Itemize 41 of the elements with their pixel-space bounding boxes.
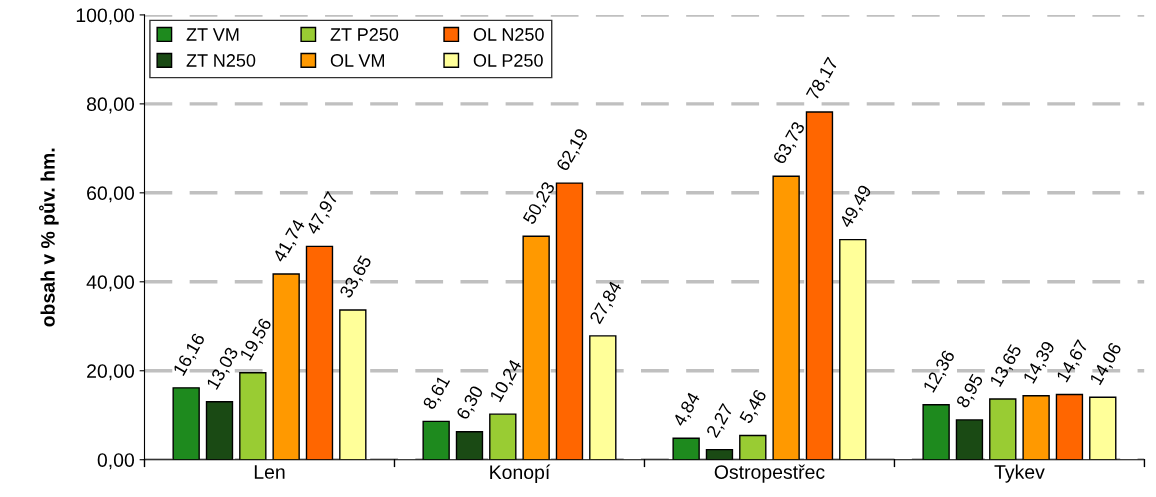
bar xyxy=(989,398,1017,460)
legend-label: OL P250 xyxy=(473,54,543,67)
x-tick-label: Len xyxy=(254,465,285,479)
bar xyxy=(705,448,734,460)
bar xyxy=(422,420,450,460)
legend-label: OL N250 xyxy=(473,28,544,41)
bar xyxy=(239,372,267,460)
bar xyxy=(1089,396,1117,460)
y-tick-label: 80,00 xyxy=(86,97,135,114)
legend-label: ZT VM xyxy=(186,28,239,41)
bar xyxy=(305,245,334,460)
x-tick-label: Konopí xyxy=(490,464,551,483)
bar xyxy=(839,238,867,460)
bar xyxy=(672,437,700,460)
y-tick-label: 20,00 xyxy=(87,364,135,381)
bar xyxy=(272,273,300,460)
y-tick-label: 0,00 xyxy=(97,453,135,470)
legend-label: ZT P250 xyxy=(330,28,399,41)
legend-label: OL VM xyxy=(330,54,384,67)
y-tick-label: 100,00 xyxy=(76,8,135,25)
legend-label: ZT N250 xyxy=(186,54,256,67)
bar xyxy=(339,309,367,460)
x-tick-label: Tykev xyxy=(994,464,1045,483)
bar xyxy=(455,431,484,460)
bar xyxy=(555,182,584,460)
bar xyxy=(489,413,517,460)
bar xyxy=(205,401,234,460)
y-axis-title: obsah v % pův. hm. xyxy=(39,148,59,327)
bar xyxy=(1055,393,1084,460)
y-tick-label: 40,00 xyxy=(86,275,135,292)
bar xyxy=(172,387,200,460)
bar xyxy=(772,175,800,460)
bar xyxy=(589,335,617,460)
y-tick-label: 60,00 xyxy=(87,186,135,203)
bar xyxy=(955,419,984,460)
bar xyxy=(522,235,550,460)
x-tick-label: Ostropestřec xyxy=(714,464,825,483)
bar xyxy=(922,404,950,460)
bar xyxy=(1022,395,1050,460)
bar xyxy=(805,111,834,460)
bar xyxy=(739,434,767,460)
